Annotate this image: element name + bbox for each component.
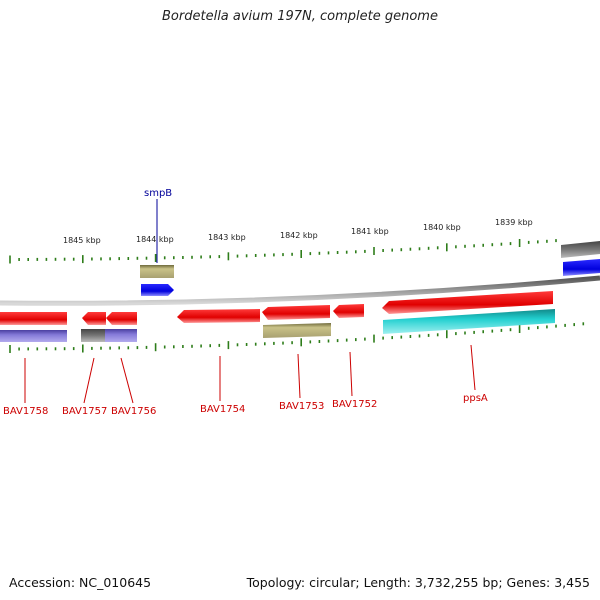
gray-feature-right[interactable] xyxy=(561,241,600,258)
olive-feature-lower[interactable] xyxy=(263,323,331,338)
genome-summary: Topology: circular; Length: 3,732,255 bp… xyxy=(246,575,590,590)
cds-BAV1752[interactable] xyxy=(333,304,364,318)
scale-label: 1841 kbp xyxy=(351,227,389,236)
leader-BAV1756 xyxy=(120,357,134,404)
leader-ppsA xyxy=(470,344,476,391)
scale-label: 1839 kbp xyxy=(495,218,533,227)
gene-labels: smpB BAV1758 BAV1757 BAV1756 BAV1754 BAV… xyxy=(3,188,488,417)
gene-label-smpB[interactable]: smpB xyxy=(144,188,172,199)
purple-feature-left[interactable] xyxy=(0,330,67,342)
map-title: Bordetella avium 197N, complete genome xyxy=(162,9,438,24)
gene-label-BAV1757[interactable]: BAV1757 xyxy=(62,406,107,417)
scale-label: 1845 kbp xyxy=(63,236,101,245)
gene-label-BAV1758[interactable]: BAV1758 xyxy=(3,406,48,417)
scale-label: 1842 kbp xyxy=(280,231,318,240)
cds-BAV1757[interactable] xyxy=(82,312,106,325)
cyan-feature[interactable] xyxy=(383,309,555,334)
scale-labels: 1845 kbp 1844 kbp 1843 kbp 1842 kbp 1841… xyxy=(63,218,533,245)
scale-label: 1844 kbp xyxy=(136,235,174,244)
purple-feature-mid[interactable] xyxy=(105,329,137,342)
cds-ppsA[interactable] xyxy=(382,291,553,314)
outer-tick-ring xyxy=(9,239,557,264)
leader-BAV1752 xyxy=(349,351,353,397)
cds-BAV1753[interactable] xyxy=(262,305,330,320)
cds-blue-right[interactable] xyxy=(563,259,600,276)
gene-label-BAV1753[interactable]: BAV1753 xyxy=(279,401,324,412)
gene-label-ppsA[interactable]: ppsA xyxy=(463,393,488,404)
leader-BAV1757 xyxy=(83,357,95,404)
olive-feature[interactable] xyxy=(140,265,174,278)
cds-BAV1758[interactable] xyxy=(0,312,67,325)
gene-label-BAV1752[interactable]: BAV1752 xyxy=(332,399,377,410)
cds-BAV1754[interactable] xyxy=(177,309,260,323)
reverse-features xyxy=(0,291,555,342)
gene-label-BAV1754[interactable]: BAV1754 xyxy=(200,404,245,415)
leader-BAV1753 xyxy=(297,353,301,399)
label-leaders xyxy=(24,199,476,404)
scale-label: 1843 kbp xyxy=(208,233,246,242)
genome-backbone xyxy=(0,275,600,306)
gene-label-BAV1756[interactable]: BAV1756 xyxy=(111,406,156,417)
gray-feature-small[interactable] xyxy=(81,329,105,342)
scale-label: 1840 kbp xyxy=(423,223,461,232)
inner-tick-ring xyxy=(9,322,585,353)
cds-smpB[interactable] xyxy=(141,284,174,296)
accession-text: Accession: NC_010645 xyxy=(9,575,152,590)
cds-BAV1756[interactable] xyxy=(106,312,137,325)
forward-features xyxy=(140,241,600,296)
